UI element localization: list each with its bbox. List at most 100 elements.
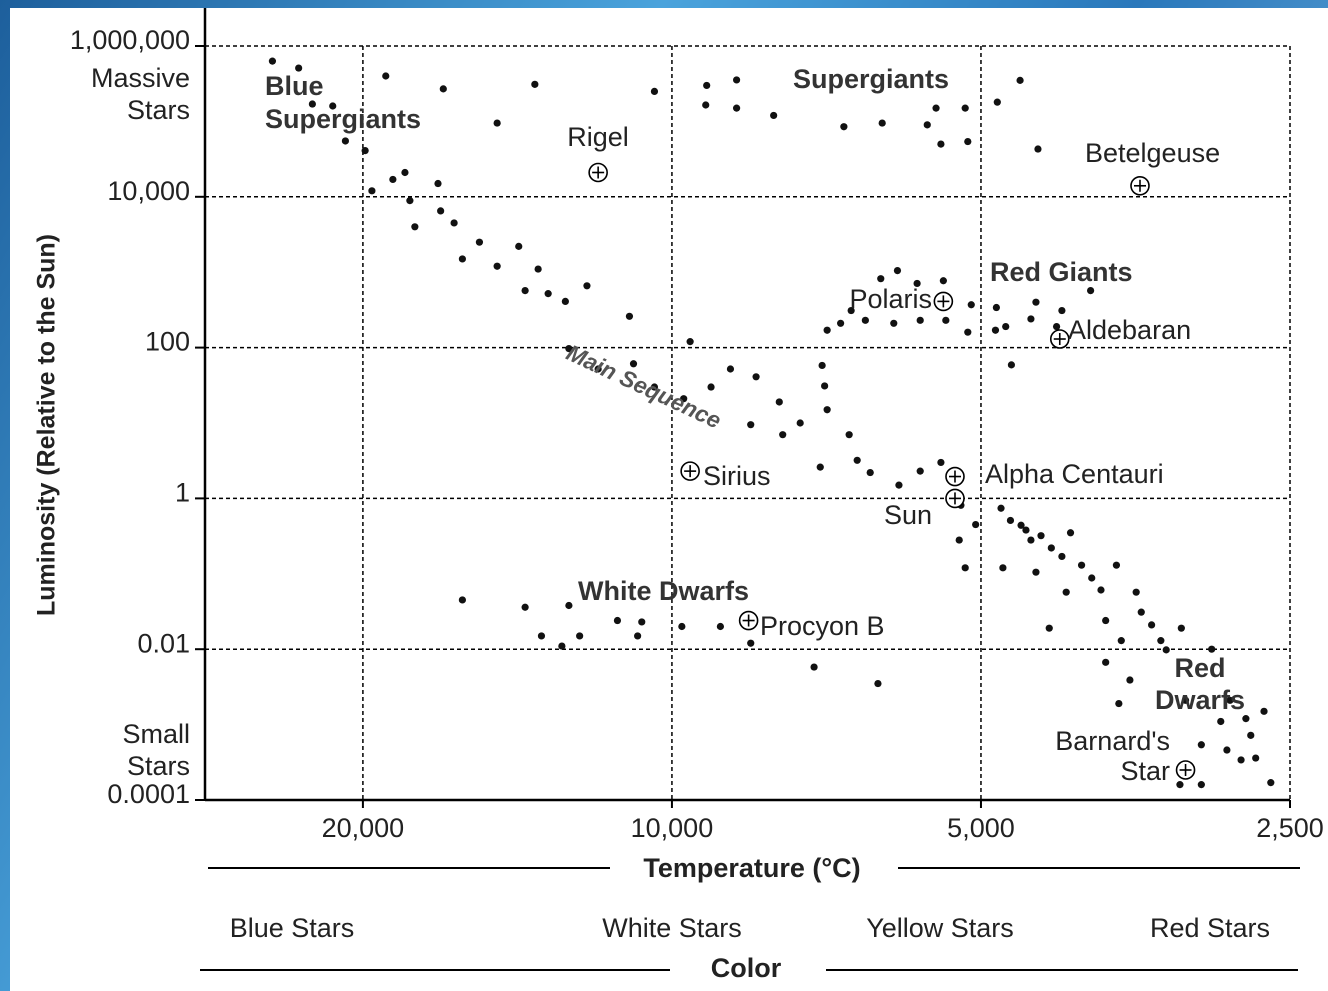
named-star-marker (680, 461, 700, 481)
star-dot (1027, 536, 1035, 544)
color-label: Blue Stars (230, 913, 355, 943)
star-dot (686, 338, 694, 346)
y-tick-label: 0.01 (137, 628, 190, 658)
star-dot (726, 365, 735, 373)
star-dot (703, 81, 711, 90)
star-dot (964, 328, 972, 336)
named-star-marker (588, 162, 608, 183)
star-dot (1208, 645, 1216, 653)
star-dot (1242, 715, 1250, 723)
color-label: Yellow Stars (866, 913, 1014, 943)
star-dot (961, 104, 969, 112)
star-dot (650, 383, 659, 391)
star-dot (847, 306, 855, 315)
star-dot (434, 179, 442, 188)
x-tick-label: 10,000 (631, 813, 714, 843)
star-dot (475, 238, 484, 246)
star-dot (544, 290, 552, 298)
star-dot (993, 98, 1001, 106)
y-tick-label: 1 (175, 478, 190, 508)
star-dot (1006, 516, 1015, 525)
star-dot (521, 287, 529, 295)
y-axis-note: Massive Stars (90, 63, 190, 125)
star-dot (874, 679, 882, 688)
star-dot (893, 267, 902, 275)
star-dot (458, 255, 466, 263)
star-dot (895, 481, 903, 489)
star-dot (1077, 561, 1086, 569)
star-label: Rigel (567, 122, 629, 152)
star-dot (1047, 544, 1055, 552)
star-dot (1088, 574, 1096, 582)
star-dot (732, 104, 741, 112)
star-dot (1112, 561, 1121, 569)
star-dot (561, 297, 569, 305)
star-dot (515, 242, 523, 250)
star-dot (972, 520, 980, 529)
star-dot (964, 137, 972, 146)
star-dot (493, 119, 501, 127)
star-dot (1252, 754, 1260, 762)
star-dot (1034, 145, 1042, 153)
star-dot (625, 312, 634, 320)
star-dot (752, 373, 760, 381)
color-label: Red Stars (1150, 913, 1270, 943)
star-dot (818, 361, 826, 370)
star-dot (411, 223, 419, 231)
star-dot (823, 326, 831, 334)
star-dot (1260, 707, 1268, 715)
star-dot (1197, 781, 1205, 789)
y-tick-label: 10,000 (107, 176, 190, 206)
star-dot (937, 140, 945, 148)
star-dot (650, 87, 659, 95)
star-dot (991, 326, 1000, 334)
star-dot (565, 601, 573, 610)
star-dot (890, 319, 898, 327)
star-dot (1032, 298, 1040, 306)
region-label: Blue Supergiants (265, 71, 422, 134)
star-dot (1267, 779, 1275, 787)
star-dot (939, 277, 947, 285)
x-tick-label: 20,000 (322, 813, 405, 843)
star-dot (558, 642, 566, 650)
star-dot (565, 344, 573, 353)
star-dot (1037, 532, 1045, 540)
star-dot (1197, 741, 1205, 749)
star-dot (1132, 588, 1140, 596)
star-dot (770, 111, 778, 120)
star-dot (1066, 529, 1075, 537)
star-dot (1177, 624, 1185, 632)
star-dot (680, 395, 688, 403)
star-dot (1226, 696, 1234, 704)
star-dot (932, 104, 940, 112)
named-star-marker (1130, 175, 1150, 196)
star-dot (1126, 676, 1134, 684)
star-dot (866, 468, 874, 477)
named-star-marker (1175, 760, 1196, 780)
star-dot (821, 382, 829, 390)
y-tick-label: 0.0001 (107, 779, 190, 809)
star-label: Sirius (703, 461, 771, 491)
star-dot (955, 536, 963, 544)
star-dot (329, 102, 337, 110)
star-dot (1102, 616, 1110, 625)
star-dot (967, 301, 975, 309)
x-tick-label: 2,500 (1256, 813, 1324, 843)
star-dot (1058, 552, 1066, 561)
star-label: Betelgeuse (1085, 138, 1221, 168)
star-dot (1237, 756, 1245, 764)
star-dot (389, 175, 397, 184)
star-label: Sun (883, 500, 932, 530)
star-dot (1087, 287, 1095, 295)
y-tick-label: 100 (145, 327, 190, 357)
star-dot (458, 596, 466, 604)
named-star-marker (945, 466, 965, 487)
star-dot (853, 456, 861, 464)
star-dot (1032, 568, 1040, 576)
star-dot (1115, 699, 1123, 708)
star-dot (1176, 781, 1184, 789)
star-dot (1162, 646, 1170, 654)
region-label: Red Dwarfs (1154, 653, 1246, 715)
star-dot (999, 564, 1007, 572)
